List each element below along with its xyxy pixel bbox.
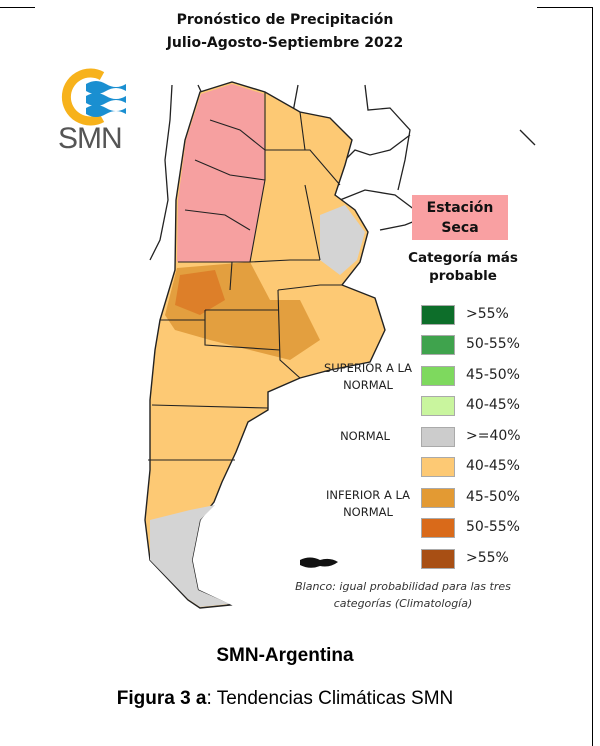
legend-footnote: Blanco: igual probabilidad para las tres… xyxy=(295,580,511,610)
region-dry-season xyxy=(177,84,265,262)
smn-logo: SMN xyxy=(58,62,128,162)
legend-group-normal: NORMAL xyxy=(340,429,390,443)
legend-swatch xyxy=(421,488,455,508)
legend-label: 40-45% xyxy=(466,397,520,413)
province-borders xyxy=(148,92,342,461)
legend-swatch xyxy=(421,305,455,325)
smn-logo-icon xyxy=(61,68,126,126)
region-below-normal-50-55 xyxy=(175,270,225,315)
legend-label: 45-50% xyxy=(466,367,520,383)
legend-label: 45-50% xyxy=(466,489,520,505)
figure-number: Figura 3 a xyxy=(116,688,207,709)
legend-label: 40-45% xyxy=(466,458,520,474)
legend-swatch xyxy=(421,335,455,355)
credit: SMN-Argentina xyxy=(216,645,354,666)
dry-season-label: Estación Seca xyxy=(412,195,508,240)
frame-line-top-right xyxy=(537,7,592,8)
falkland-islands xyxy=(300,557,338,568)
region-normal-northeast xyxy=(320,205,365,275)
legend-group-superior: SUPERIOR A LA NORMAL xyxy=(323,361,413,392)
legend-swatch xyxy=(421,366,455,386)
frame-line-top-left xyxy=(0,7,35,8)
legend-label: >55% xyxy=(466,550,509,566)
legend-label: 50-55% xyxy=(466,336,520,352)
legend-label: 50-55% xyxy=(466,519,520,535)
legend-label: >55% xyxy=(466,306,509,322)
figure-caption-text: : Tendencias Climáticas SMN xyxy=(206,688,454,709)
figure-caption: Figura 3 a: Tendencias Climáticas SMN xyxy=(0,688,570,710)
map-subtitle: Julio-Agosto-Septiembre 2022 xyxy=(166,35,404,51)
legend-swatch xyxy=(421,549,455,569)
legend-title: Categoría más probable xyxy=(408,250,518,284)
legend-swatch xyxy=(421,396,455,416)
legend-swatch xyxy=(421,427,455,447)
legend-swatch xyxy=(421,518,455,538)
frame-line-right xyxy=(592,7,593,746)
legend-label: >=40% xyxy=(466,428,521,444)
legend-group-inferior: INFERIOR A LA NORMAL xyxy=(325,488,410,519)
region-normal-south xyxy=(150,505,230,607)
map-title: Pronóstico de Precipitación xyxy=(176,12,394,28)
argentina-map xyxy=(144,81,536,609)
smn-logo-text: SMN xyxy=(58,122,123,155)
legend-swatch xyxy=(421,457,455,477)
